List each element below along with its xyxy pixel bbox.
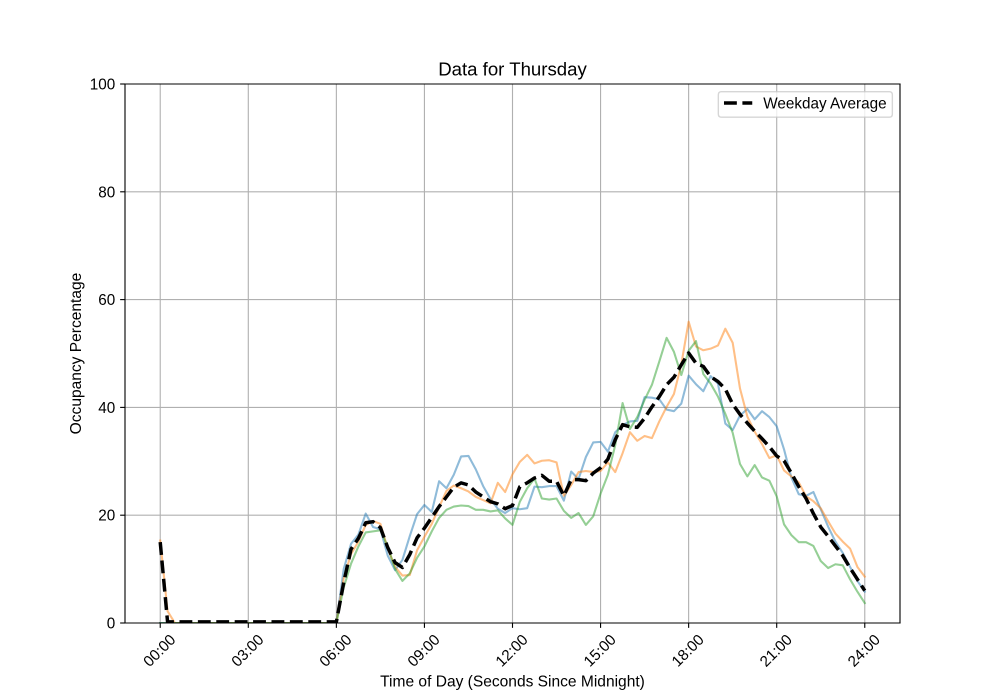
svg-text:100: 100 [90,77,115,94]
svg-text:Weekday Average: Weekday Average [763,95,886,112]
svg-text:Occupancy Percentage: Occupancy Percentage [68,273,85,435]
svg-text:60: 60 [98,292,115,309]
svg-text:0: 0 [107,616,116,633]
svg-text:20: 20 [98,508,115,525]
svg-text:Time of Day (Seconds Since Mid: Time of Day (Seconds Since Midnight) [380,674,645,691]
svg-text:80: 80 [98,184,115,201]
svg-text:40: 40 [98,400,115,417]
svg-text:Data for Thursday: Data for Thursday [438,59,587,80]
